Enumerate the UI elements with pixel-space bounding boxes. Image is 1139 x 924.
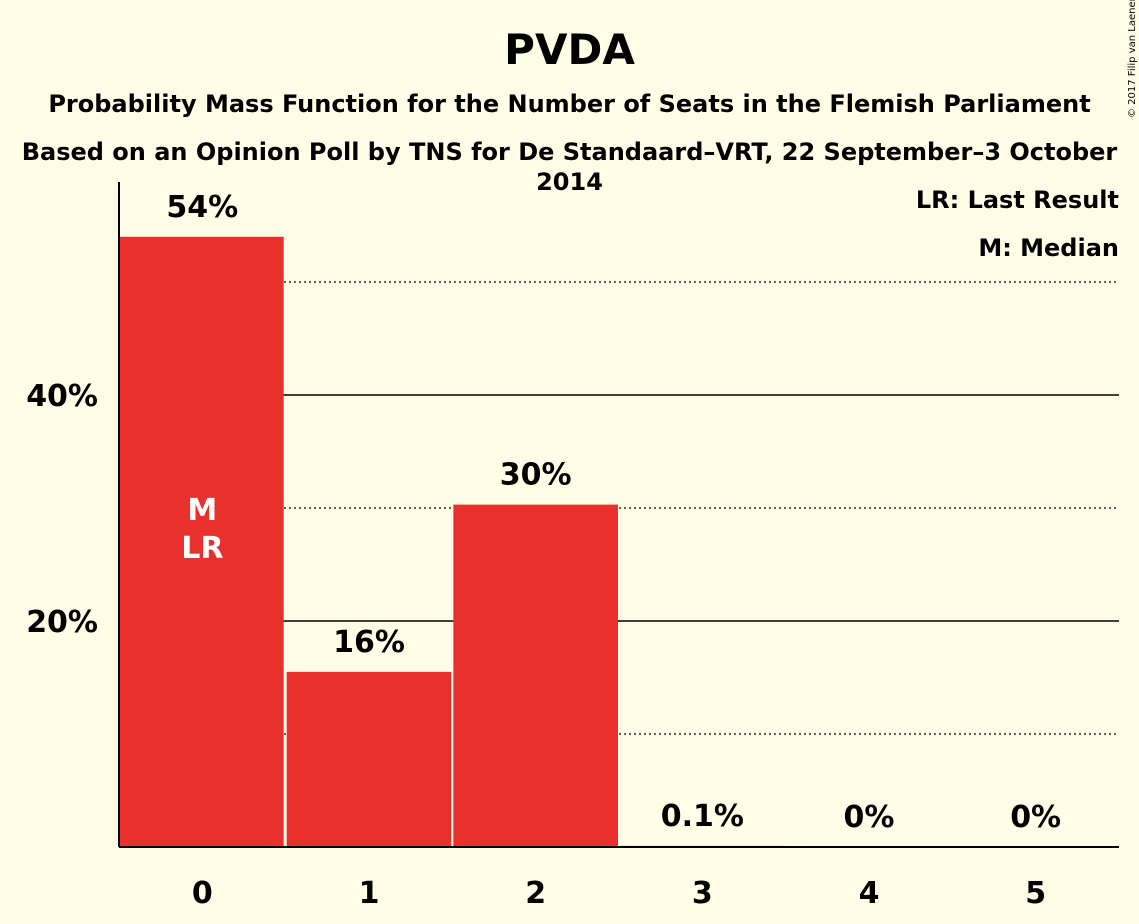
x-tick-label-2: 2 [525, 876, 546, 911]
x-tick-label-4: 4 [859, 876, 880, 911]
y-tick-label-40: 40% [26, 379, 98, 414]
x-tick-label-3: 3 [692, 876, 713, 911]
legend-last-result: LR: Last Result [915, 186, 1119, 214]
y-tick-label-20: 20% [26, 605, 98, 640]
chart-subtitle: Probability Mass Function for the Number… [48, 90, 1091, 118]
data-label-seat-2: 30% [500, 458, 572, 493]
last-result-marker: LR [181, 531, 223, 566]
data-label-seat-3: 0.1% [661, 799, 744, 834]
x-tick-label-1: 1 [359, 876, 380, 911]
data-label-seat-0: 54% [166, 190, 238, 225]
data-label-seat-4: 0% [844, 800, 895, 835]
legend-median: M: Median [978, 234, 1119, 262]
bar-seat-1 [286, 671, 452, 847]
chart-title: PVDA [504, 25, 635, 74]
median-marker: M [187, 493, 217, 528]
bar-seat-2 [453, 504, 618, 847]
data-label-seat-1: 16% [333, 625, 405, 660]
data-label-seat-5: 0% [1010, 800, 1061, 835]
x-tick-label-5: 5 [1025, 876, 1046, 911]
bar-seat-0 [119, 236, 284, 848]
x-tick-label-0: 0 [192, 876, 213, 911]
chart-subtitle-source: Based on an Opinion Poll by TNS for De S… [21, 138, 1118, 196]
